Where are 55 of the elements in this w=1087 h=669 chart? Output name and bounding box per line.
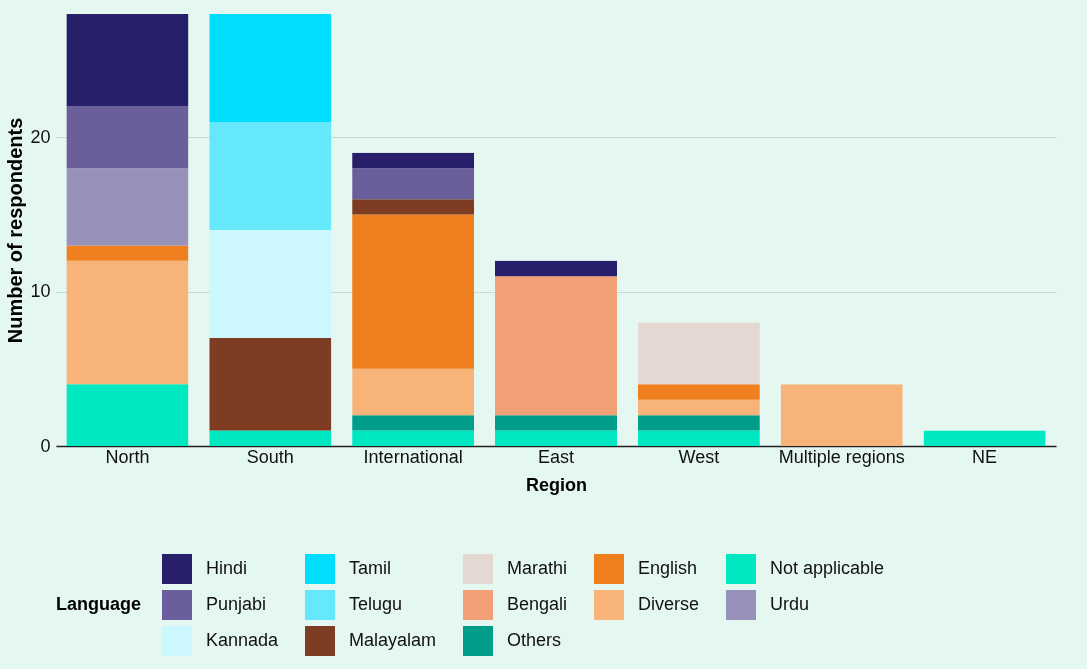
- bar: [209, 14, 332, 122]
- legend-label: Others: [507, 630, 562, 650]
- bar: [495, 260, 617, 277]
- bar: [352, 199, 475, 215]
- bar: [66, 245, 189, 261]
- bar: [209, 230, 332, 338]
- legend-label: Malayalam: [349, 630, 437, 650]
- y-tick-label: 20: [30, 126, 51, 147]
- bar: [66, 260, 189, 385]
- bar: [352, 415, 475, 431]
- legend-label: Marathi: [507, 558, 568, 578]
- legend-label: Diverse: [638, 594, 700, 614]
- bar: [637, 322, 760, 385]
- legend-label: Telugu: [349, 594, 403, 614]
- bar: [495, 276, 617, 416]
- legend-label: Tamil: [349, 558, 392, 578]
- legend-label: English: [638, 558, 698, 578]
- x-tick-label: South: [246, 446, 294, 467]
- bar: [780, 384, 903, 446]
- bar: [637, 384, 760, 400]
- bar: [637, 415, 760, 431]
- bar: [209, 122, 332, 230]
- legend-label: Urdu: [770, 594, 810, 614]
- bar: [66, 168, 189, 246]
- x-axis-title: Region: [526, 474, 587, 495]
- y-axis-title: Number of respondents: [4, 117, 27, 344]
- legend-label: Punjabi: [206, 594, 267, 614]
- bar: [923, 430, 1046, 446]
- bar: [66, 14, 189, 107]
- legend-title: Language: [56, 594, 142, 614]
- bar: [495, 430, 617, 446]
- x-tick-label: North: [105, 446, 150, 467]
- bar: [352, 368, 475, 416]
- bar: [66, 106, 189, 169]
- x-tick-label: Multiple regions: [778, 446, 905, 467]
- bar: [209, 430, 332, 446]
- legend-label: Kannada: [206, 630, 280, 650]
- x-tick-label: West: [678, 446, 720, 467]
- bar: [495, 415, 617, 431]
- legend-label: Bengali: [507, 594, 568, 614]
- bar: [352, 168, 475, 200]
- x-tick-label: East: [537, 446, 575, 467]
- legend-label: Not applicable: [770, 558, 885, 578]
- bar: [352, 152, 475, 169]
- x-tick-label: International: [363, 446, 463, 467]
- x-tick-label: NE: [972, 446, 998, 467]
- y-tick-label: 10: [30, 281, 51, 302]
- y-tick-label: 0: [40, 435, 51, 456]
- bar: [352, 214, 475, 369]
- bar: [66, 384, 189, 446]
- bar: [637, 430, 760, 446]
- bar: [209, 338, 332, 431]
- bar: [637, 399, 760, 416]
- bar: [352, 430, 475, 446]
- legend-label: Hindi: [206, 558, 248, 578]
